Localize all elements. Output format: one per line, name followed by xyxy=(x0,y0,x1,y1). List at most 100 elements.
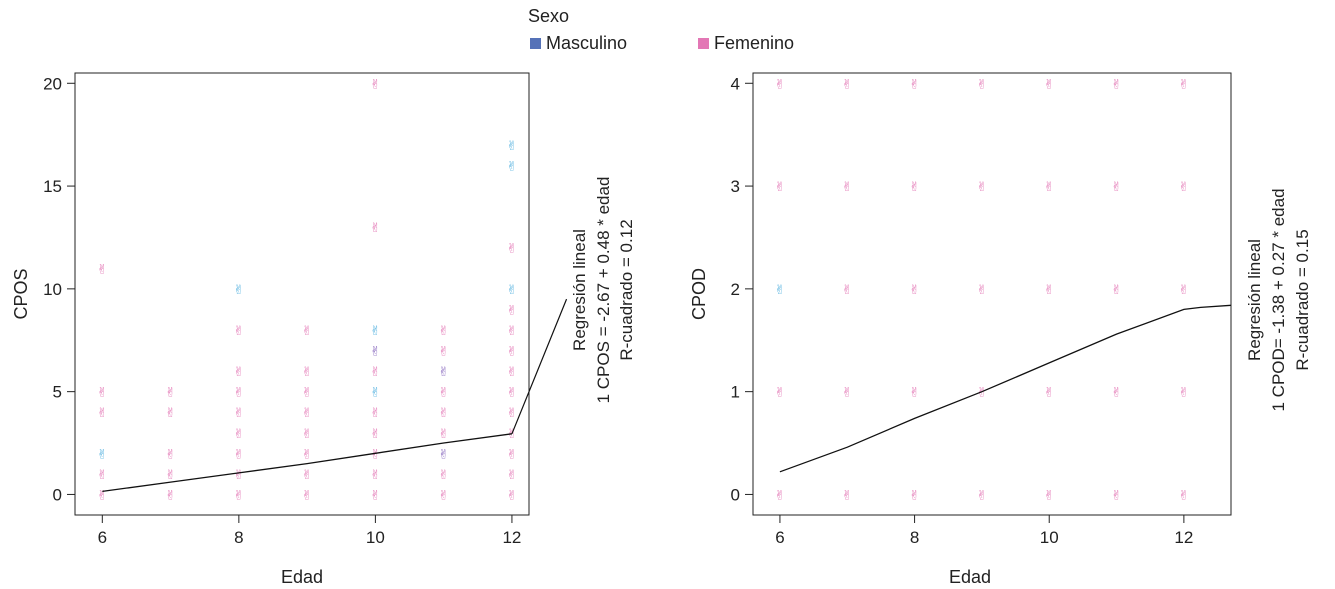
data-point: ✌ xyxy=(165,447,176,462)
data-point: ✌ xyxy=(97,386,108,401)
y-tick-label: 3 xyxy=(731,177,740,196)
data-point: ✌ xyxy=(506,345,517,360)
data-point: ✌ xyxy=(370,488,381,503)
y-tick-label: 15 xyxy=(43,177,62,196)
legend: Sexo Masculino Femenino xyxy=(528,6,794,53)
data-point: ✌ xyxy=(302,468,313,483)
data-point: ✌ xyxy=(1044,283,1055,298)
panel-cpos: 6 8 10 12 0 5 10 15 20 ✌ ✌ ✌ ✌ ✌ ✌ ✌ ✌ ✌ ✌ ✌ ✌ ✌ ✌ ✌ ✌ ✌ ✌ ✌ ✌ ✌ ✌ ✌ ✌ ✌… xyxy=(11,72,636,587)
data-point: ✌ xyxy=(233,406,244,421)
annotation-line-1: Regresión lineal xyxy=(570,229,589,351)
data-point: ✌ xyxy=(438,386,449,401)
data-point: ✌ xyxy=(302,365,313,380)
legend-label-masculino: Masculino xyxy=(546,33,627,53)
regression-annotation: Regresión lineal 1 CPOS = -2.67 + 0.48 *… xyxy=(570,177,636,404)
data-point: ✌ xyxy=(1111,283,1122,298)
y-tick-label: 0 xyxy=(53,485,62,504)
data-point: ✌ xyxy=(506,365,517,380)
data-point: ✌ xyxy=(774,386,785,401)
data-point: ✌ xyxy=(1111,488,1122,503)
data-point: ✌ xyxy=(302,488,313,503)
data-point: ✌ xyxy=(233,365,244,380)
x-tick-label: 6 xyxy=(775,528,784,547)
y-tick-label: 10 xyxy=(43,280,62,299)
data-point: ✌ xyxy=(233,283,244,298)
legend-title: Sexo xyxy=(528,6,569,26)
data-point: ✌ xyxy=(774,77,785,92)
data-point: ✌ xyxy=(1178,77,1189,92)
data-point: ✌ xyxy=(976,488,987,503)
data-point: ✌ xyxy=(165,406,176,421)
data-point: ✌ xyxy=(506,468,517,483)
y-axis-label: CPOS xyxy=(11,268,31,319)
data-point: ✌ xyxy=(976,180,987,195)
x-axis-label: Edad xyxy=(949,567,991,587)
x-tick-label: 10 xyxy=(1040,528,1059,547)
data-point: ✌ xyxy=(438,488,449,503)
data-point: ✌ xyxy=(165,488,176,503)
data-point: ✌ xyxy=(97,468,108,483)
legend-swatch-femenino xyxy=(698,38,709,49)
data-point: ✌ xyxy=(97,262,108,277)
data-point: ✌ xyxy=(438,447,449,462)
data-point: ✌ xyxy=(302,324,313,339)
x-tick-label: 8 xyxy=(234,528,243,547)
data-point: ✌ xyxy=(506,242,517,257)
data-point: ✌ xyxy=(370,345,381,360)
data-point: ✌ xyxy=(506,386,517,401)
data-point: ✌ xyxy=(842,180,853,195)
data-point: ✌ xyxy=(506,406,517,421)
y-tick-label: 1 xyxy=(731,383,740,402)
x-tick-label: 6 xyxy=(98,528,107,547)
data-point: ✌ xyxy=(506,283,517,298)
data-point: ✌ xyxy=(976,77,987,92)
data-point: ✌ xyxy=(370,447,381,462)
data-point: ✌ xyxy=(438,365,449,380)
x-axis-label: Edad xyxy=(281,567,323,587)
data-point: ✌ xyxy=(909,77,920,92)
data-point: ✌ xyxy=(909,386,920,401)
y-tick-label: 2 xyxy=(731,280,740,299)
data-point: ✌ xyxy=(370,365,381,380)
data-point: ✌ xyxy=(302,406,313,421)
data-point: ✌ xyxy=(909,488,920,503)
data-point: ✌ xyxy=(976,386,987,401)
y-tick-label: 5 xyxy=(53,383,62,402)
data-point: ✌ xyxy=(842,386,853,401)
annotation-leader-line xyxy=(511,298,568,435)
x-tick-label: 12 xyxy=(502,528,521,547)
y-tick-label: 4 xyxy=(731,74,740,93)
data-point: ✌ xyxy=(842,488,853,503)
data-point: ✌ xyxy=(97,488,108,503)
data-point: ✌ xyxy=(370,427,381,442)
data-point: ✌ xyxy=(909,283,920,298)
data-point: ✌ xyxy=(165,386,176,401)
plot-frame xyxy=(752,72,1232,516)
data-point: ✌ xyxy=(165,468,176,483)
y-tick-label: 20 xyxy=(43,74,62,93)
data-point: ✌ xyxy=(842,283,853,298)
annotation-line-2: 1 CPOD= -1.38 + 0.27 * edad xyxy=(1269,188,1288,411)
data-point: ✌ xyxy=(233,468,244,483)
y-axis-label: CPOD xyxy=(689,268,709,320)
data-point: ✌ xyxy=(302,386,313,401)
data-point: ✌ xyxy=(370,77,381,92)
data-point: ✌ xyxy=(438,324,449,339)
data-point: ✌ xyxy=(976,283,987,298)
y-tick-label: 0 xyxy=(731,485,740,504)
data-point: ✌ xyxy=(506,447,517,462)
data-point: ✌ xyxy=(506,488,517,503)
data-point: ✌ xyxy=(774,488,785,503)
data-point: ✌ xyxy=(1178,488,1189,503)
data-point: ✌ xyxy=(233,447,244,462)
data-point: ✌ xyxy=(1044,77,1055,92)
data-point: ✌ xyxy=(1178,180,1189,195)
plot-frame xyxy=(74,72,530,516)
x-tick-label: 10 xyxy=(366,528,385,547)
data-point: ✌ xyxy=(1111,180,1122,195)
data-point: ✌ xyxy=(1178,386,1189,401)
regression-annotation: Regresión lineal 1 CPOD= -1.38 + 0.27 * … xyxy=(1245,188,1312,411)
data-point: ✌ xyxy=(97,406,108,421)
